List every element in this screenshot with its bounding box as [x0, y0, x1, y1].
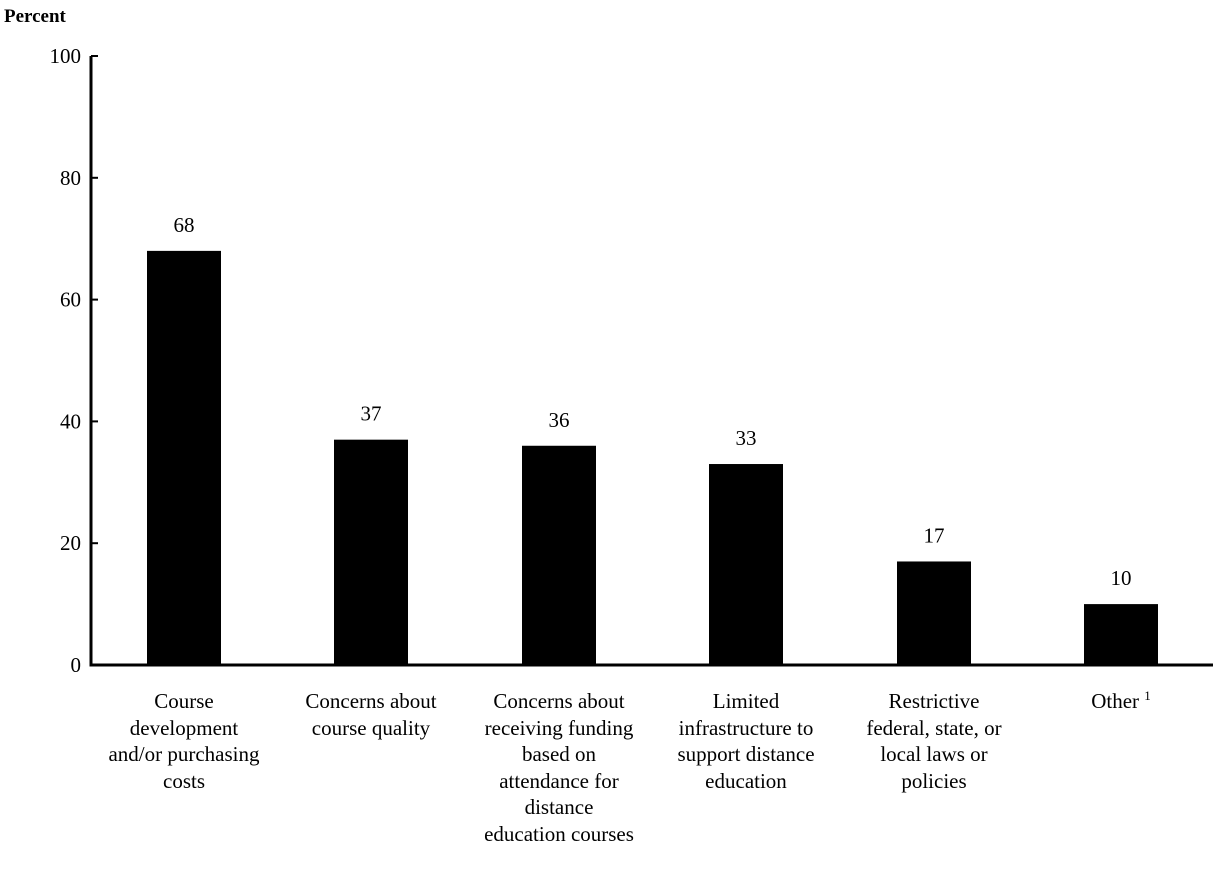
- bar: [334, 439, 408, 665]
- category-label-line: distance: [524, 795, 594, 819]
- y-tick-label: 80: [60, 166, 81, 190]
- category-label-line: education courses: [484, 821, 634, 846]
- category-label-line: Other: [1091, 689, 1140, 713]
- category-label-line: and/or purchasing: [108, 742, 260, 766]
- bar: [709, 464, 783, 665]
- category-label-line: federal, state, or: [866, 715, 1002, 740]
- category-label-line: local laws or: [880, 742, 988, 766]
- x-category-label: Limited infrastructure to support distance…: [661, 688, 831, 794]
- category-label-line: development: [129, 715, 239, 740]
- category-label-line: attendance for: [499, 768, 619, 793]
- category-label-line: Course: [154, 689, 214, 713]
- bar-value-label: 68: [174, 213, 195, 237]
- x-category-label: Concerns about course quality: [286, 688, 456, 741]
- category-label-line: infrastructure to: [678, 715, 814, 740]
- x-category-label: Restrictive federal, state, or local laws …: [849, 688, 1019, 794]
- bar: [897, 561, 971, 665]
- category-label-line: Concerns about: [493, 689, 625, 713]
- category-label-line: costs: [163, 768, 205, 793]
- bar: [522, 445, 596, 665]
- category-label-line: Restrictive: [888, 689, 980, 713]
- footnote-marker: 1: [1144, 688, 1151, 703]
- y-tick-label: 100: [50, 44, 82, 68]
- bar: [1084, 604, 1158, 665]
- category-label-line: support distance: [677, 742, 815, 766]
- bar-value-label: 37: [361, 402, 382, 426]
- category-label-line: receiving funding: [484, 715, 634, 740]
- bar-value-label: 33: [736, 426, 757, 450]
- category-label-line: policies: [901, 768, 967, 793]
- category-label-line: education: [705, 768, 787, 793]
- category-label-line: course quality: [311, 715, 431, 740]
- x-category-label: Concerns about receiving funding based on a…: [474, 688, 644, 847]
- category-label-line: Concerns about: [305, 689, 437, 713]
- bar-value-label: 36: [549, 408, 570, 432]
- y-tick-label: 60: [60, 288, 81, 312]
- bar-value-label: 10: [1111, 566, 1132, 590]
- bar-value-label: 17: [924, 523, 945, 547]
- y-axis-title: Percent: [4, 6, 66, 27]
- y-tick-label: 0: [71, 653, 82, 677]
- bar: [147, 250, 221, 665]
- y-tick-label: 40: [60, 409, 81, 433]
- x-category-label: Course development and/or purchasing costs: [99, 688, 269, 794]
- category-label-line: Limited: [712, 689, 780, 713]
- category-label-line: based on: [521, 742, 597, 766]
- x-category-label: Other 1: [1036, 688, 1206, 715]
- y-tick-label: 20: [60, 531, 81, 555]
